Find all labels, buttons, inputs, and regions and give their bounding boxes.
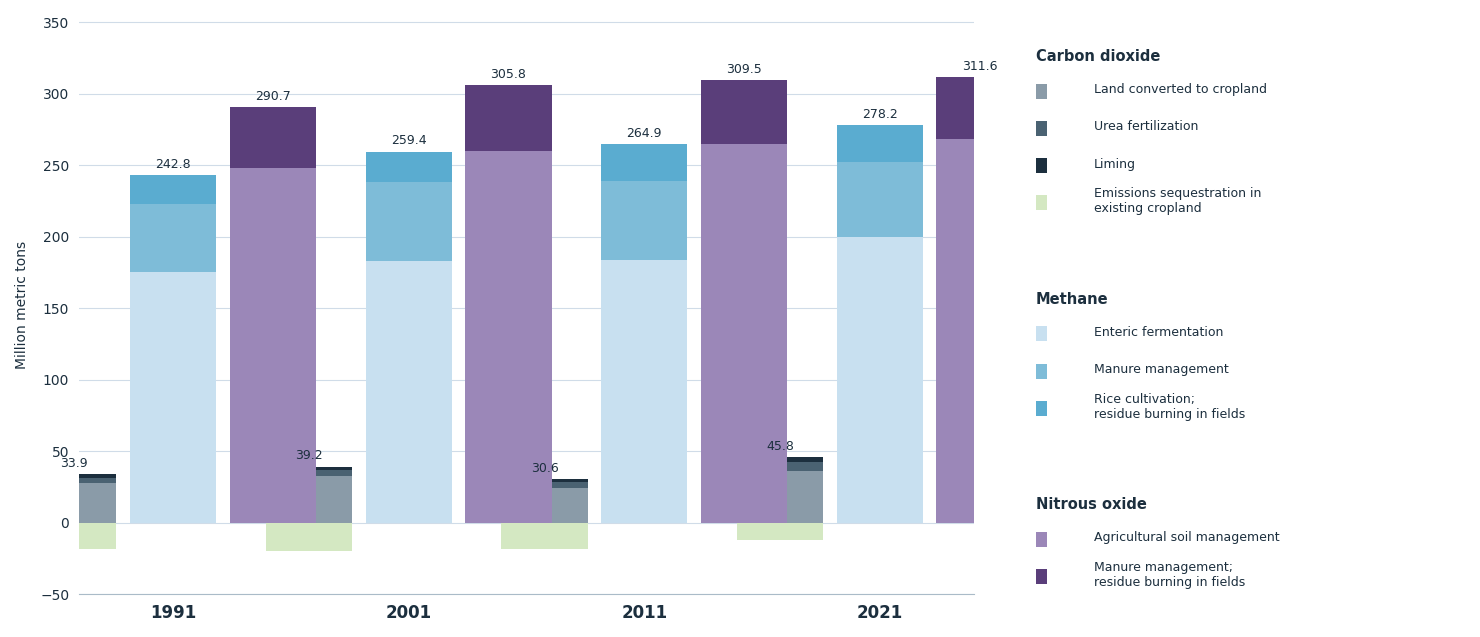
Bar bbox=[366, 261, 451, 523]
FancyBboxPatch shape bbox=[1036, 196, 1046, 210]
Bar bbox=[836, 162, 924, 237]
Bar bbox=[702, 144, 787, 523]
Text: Enteric fermentation: Enteric fermentation bbox=[1094, 326, 1222, 339]
Bar bbox=[836, 125, 924, 162]
Text: 311.6: 311.6 bbox=[962, 60, 998, 73]
Bar bbox=[31, 475, 117, 478]
Bar bbox=[130, 204, 216, 273]
Text: 264.9: 264.9 bbox=[626, 127, 662, 140]
Bar bbox=[737, 462, 823, 471]
Text: 39.2: 39.2 bbox=[295, 449, 323, 462]
Bar bbox=[465, 85, 552, 151]
Bar bbox=[601, 260, 687, 523]
Y-axis label: Million metric tons: Million metric tons bbox=[15, 241, 30, 369]
Bar bbox=[31, 523, 117, 548]
Text: 33.9: 33.9 bbox=[59, 457, 87, 470]
Bar bbox=[737, 471, 823, 523]
Bar bbox=[266, 467, 352, 470]
FancyBboxPatch shape bbox=[1036, 326, 1046, 341]
Text: Rice cultivation;
residue burning in fields: Rice cultivation; residue burning in fie… bbox=[1094, 393, 1245, 421]
Text: 278.2: 278.2 bbox=[861, 108, 898, 120]
Bar bbox=[601, 181, 687, 260]
Bar bbox=[366, 182, 451, 261]
Bar bbox=[366, 152, 451, 182]
Text: 242.8: 242.8 bbox=[155, 158, 191, 171]
FancyBboxPatch shape bbox=[1036, 364, 1046, 378]
Bar bbox=[601, 144, 687, 181]
Text: Nitrous oxide: Nitrous oxide bbox=[1036, 497, 1147, 512]
FancyBboxPatch shape bbox=[1036, 401, 1046, 416]
Bar bbox=[266, 476, 352, 523]
Bar bbox=[266, 470, 352, 476]
FancyBboxPatch shape bbox=[1036, 569, 1046, 584]
Bar bbox=[502, 488, 588, 523]
Bar bbox=[465, 151, 552, 523]
Bar bbox=[130, 273, 216, 523]
Text: 30.6: 30.6 bbox=[531, 462, 558, 475]
Bar bbox=[502, 482, 588, 488]
Bar bbox=[702, 80, 787, 144]
Bar bbox=[266, 523, 352, 552]
Text: 45.8: 45.8 bbox=[767, 440, 793, 453]
Text: Agricultural soil management: Agricultural soil management bbox=[1094, 531, 1279, 545]
FancyBboxPatch shape bbox=[1036, 121, 1046, 136]
Text: Manure management: Manure management bbox=[1094, 363, 1228, 376]
FancyBboxPatch shape bbox=[1036, 158, 1046, 173]
Text: Carbon dioxide: Carbon dioxide bbox=[1036, 49, 1160, 64]
Text: Emissions sequestration in
existing cropland: Emissions sequestration in existing crop… bbox=[1094, 187, 1261, 215]
Bar bbox=[737, 457, 823, 462]
Text: Urea fertilization: Urea fertilization bbox=[1094, 120, 1199, 133]
Bar bbox=[937, 77, 1023, 140]
Bar bbox=[31, 478, 117, 483]
Text: Methane: Methane bbox=[1036, 292, 1109, 307]
Text: 290.7: 290.7 bbox=[255, 90, 290, 103]
Bar bbox=[229, 168, 317, 523]
Text: Manure management;
residue burning in fields: Manure management; residue burning in fi… bbox=[1094, 561, 1245, 589]
FancyBboxPatch shape bbox=[1036, 532, 1046, 547]
Bar bbox=[937, 140, 1023, 523]
Text: Liming: Liming bbox=[1094, 157, 1135, 171]
Bar bbox=[130, 175, 216, 204]
Text: 259.4: 259.4 bbox=[391, 134, 426, 147]
Text: Land converted to cropland: Land converted to cropland bbox=[1094, 83, 1267, 96]
Text: 305.8: 305.8 bbox=[490, 68, 527, 81]
Bar bbox=[229, 107, 317, 168]
Bar bbox=[737, 523, 823, 540]
Bar bbox=[31, 483, 117, 523]
Text: 309.5: 309.5 bbox=[727, 63, 762, 76]
Bar bbox=[502, 479, 588, 482]
Bar bbox=[836, 237, 924, 523]
FancyBboxPatch shape bbox=[1036, 83, 1046, 99]
Bar bbox=[502, 523, 588, 548]
